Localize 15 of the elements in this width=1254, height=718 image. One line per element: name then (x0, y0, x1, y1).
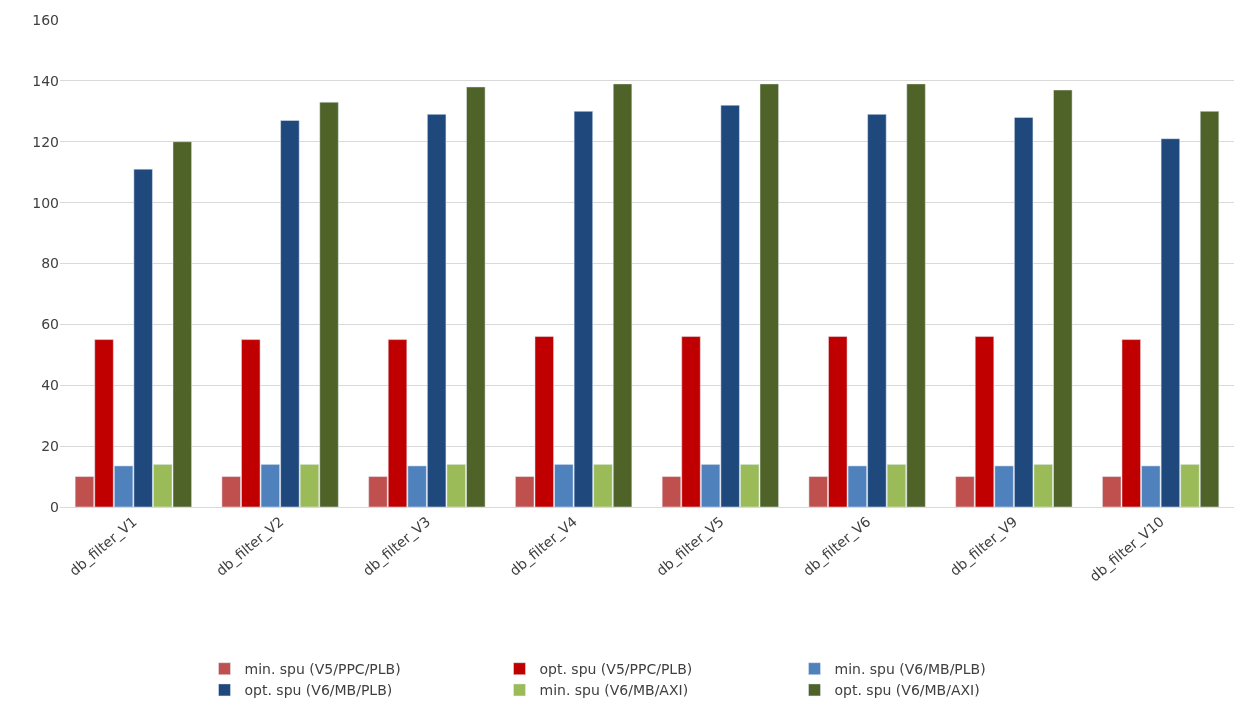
y-tick-label: 120 (32, 133, 59, 150)
y-tick-label: 80 (41, 255, 59, 272)
legend-label: opt. spu (V5/PPC/PLB) (539, 661, 693, 678)
y-tick-label: 20 (41, 438, 59, 455)
legend-label: min. spu (V6/MB/PLB) (834, 661, 986, 678)
legend-label: min. spu (V5/PPC/PLB) (244, 661, 401, 678)
legend-label: min. spu (V6/MB/AXI) (539, 682, 689, 699)
y-tick-label: 100 (32, 194, 59, 211)
y-tick-label: 0 (50, 498, 59, 515)
y-tick-label: 160 (32, 11, 59, 28)
y-tick-label: 140 (32, 72, 59, 89)
y-tick-label: 40 (41, 377, 59, 394)
y-tick-label: 60 (41, 316, 59, 333)
legend-label: opt. spu (V6/MB/PLB) (244, 682, 393, 699)
legend-label: opt. spu (V6/MB/AXI) (834, 682, 980, 699)
